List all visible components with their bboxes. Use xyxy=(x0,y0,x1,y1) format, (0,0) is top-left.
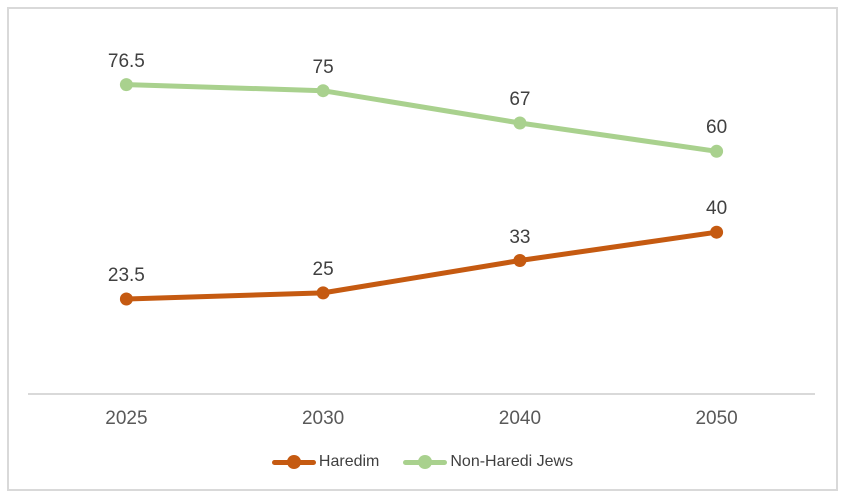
data-label: 25 xyxy=(312,258,334,280)
legend-item-haredim: Haredim xyxy=(271,452,380,472)
data-point-marker xyxy=(710,225,724,239)
data-label: 60 xyxy=(706,117,728,139)
data-point-marker xyxy=(513,254,527,267)
data-label: 75 xyxy=(312,56,334,78)
legend-dot xyxy=(418,455,433,469)
data-point-marker xyxy=(119,292,133,306)
data-point-marker xyxy=(710,144,724,158)
legend-marker-icon xyxy=(271,455,316,470)
data-point-marker xyxy=(513,116,527,130)
series-line-non-haredi-jews xyxy=(123,82,720,154)
data-label: 76.5 xyxy=(107,50,145,72)
x-tick-label: 2040 xyxy=(498,408,542,429)
data-label: 40 xyxy=(706,198,728,220)
data-label: 33 xyxy=(509,226,531,248)
series-line-haredim xyxy=(123,229,720,302)
x-tick-label: 2030 xyxy=(301,408,345,429)
legend-dot xyxy=(286,455,301,469)
data-point-marker xyxy=(316,84,330,98)
data-label: 23.5 xyxy=(107,265,145,286)
legend-label: Non-Haredi Jews xyxy=(450,453,574,470)
data-label: 67 xyxy=(509,89,531,110)
x-tick-label: 2050 xyxy=(695,408,738,429)
data-point-marker xyxy=(119,78,133,92)
legend-marker-icon xyxy=(403,455,448,470)
legend-label: Haredim xyxy=(318,453,380,470)
legend: Haredim Non-Haredi Jews xyxy=(0,449,845,475)
data-point-marker xyxy=(316,286,330,300)
x-tick-label: 2025 xyxy=(105,408,148,429)
legend-item-non-haredi-jews: Non-Haredi Jews xyxy=(403,452,573,472)
